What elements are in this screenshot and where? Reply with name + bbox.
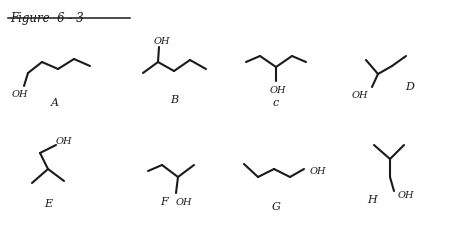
Text: Figure  6 - 3: Figure 6 - 3: [10, 12, 83, 25]
Text: G: G: [272, 201, 281, 211]
Text: B: B: [170, 94, 178, 105]
Text: OH: OH: [12, 89, 28, 98]
Text: E: E: [44, 198, 52, 208]
Text: OH: OH: [270, 85, 286, 94]
Text: F: F: [160, 196, 168, 206]
Text: OH: OH: [176, 198, 192, 207]
Text: H: H: [367, 194, 377, 204]
Text: OH: OH: [310, 167, 326, 176]
Text: OH: OH: [352, 90, 368, 99]
Text: OH: OH: [398, 191, 414, 200]
Text: A: A: [51, 98, 59, 108]
Text: OH: OH: [56, 137, 72, 146]
Text: OH: OH: [154, 36, 170, 45]
Text: c: c: [273, 98, 279, 108]
Text: D: D: [406, 82, 414, 92]
